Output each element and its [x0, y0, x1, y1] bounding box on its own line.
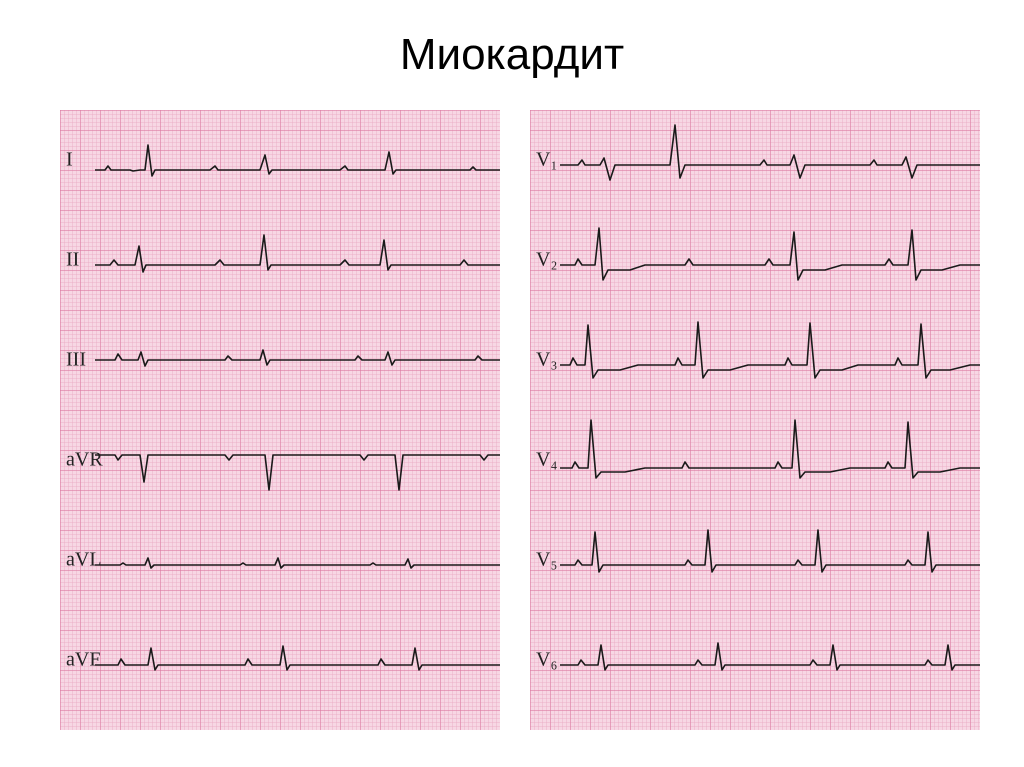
lead-label: V₅	[536, 549, 557, 572]
lead-label: II	[66, 249, 79, 272]
ecg-trace	[530, 110, 980, 210]
lead-label: V₃	[536, 349, 557, 372]
lead-row-V: V₃	[530, 310, 980, 410]
ecg-trace	[60, 510, 500, 610]
lead-row-V: V₁	[530, 110, 980, 210]
ecg-trace	[60, 210, 500, 310]
lead-row-II: II	[60, 210, 500, 310]
lead-row-V: V₆	[530, 610, 980, 710]
lead-label: I	[66, 149, 73, 172]
lead-label: III	[66, 349, 86, 372]
lead-row-I: I	[60, 110, 500, 210]
ecg-trace	[530, 510, 980, 610]
ecg-trace	[530, 410, 980, 510]
ecg-column-left: IIIIIIaVRaVLaVF	[60, 110, 500, 730]
ecg-trace	[530, 310, 980, 410]
ecg-trace	[530, 210, 980, 310]
lead-label: aVR	[66, 449, 103, 472]
lead-row-aVL: aVL	[60, 510, 500, 610]
lead-label: V₄	[536, 449, 557, 472]
ecg-trace	[60, 310, 500, 410]
lead-label: V₂	[536, 249, 557, 272]
ecg-trace	[60, 610, 500, 710]
ecg-column-right: V₁ V₂ V₃ V₄ V₅ V₆	[530, 110, 980, 730]
ecg-container: IIIIIIaVRaVLaVF V₁V₂V₃V₄V₅V₆	[60, 110, 980, 730]
page-title: Миокардит	[0, 30, 1024, 80]
ecg-trace	[530, 610, 980, 710]
lead-row-V: V₄	[530, 410, 980, 510]
lead-row-V: V₅	[530, 510, 980, 610]
lead-label: V₆	[536, 649, 557, 672]
lead-label: aVL	[66, 549, 102, 572]
lead-label: aVF	[66, 649, 100, 672]
lead-label: V₁	[536, 149, 557, 172]
lead-row-V: V₂	[530, 210, 980, 310]
ecg-trace	[60, 110, 500, 210]
ecg-trace	[60, 410, 500, 510]
lead-row-aVF: aVF	[60, 610, 500, 710]
lead-row-aVR: aVR	[60, 410, 500, 510]
lead-row-III: III	[60, 310, 500, 410]
